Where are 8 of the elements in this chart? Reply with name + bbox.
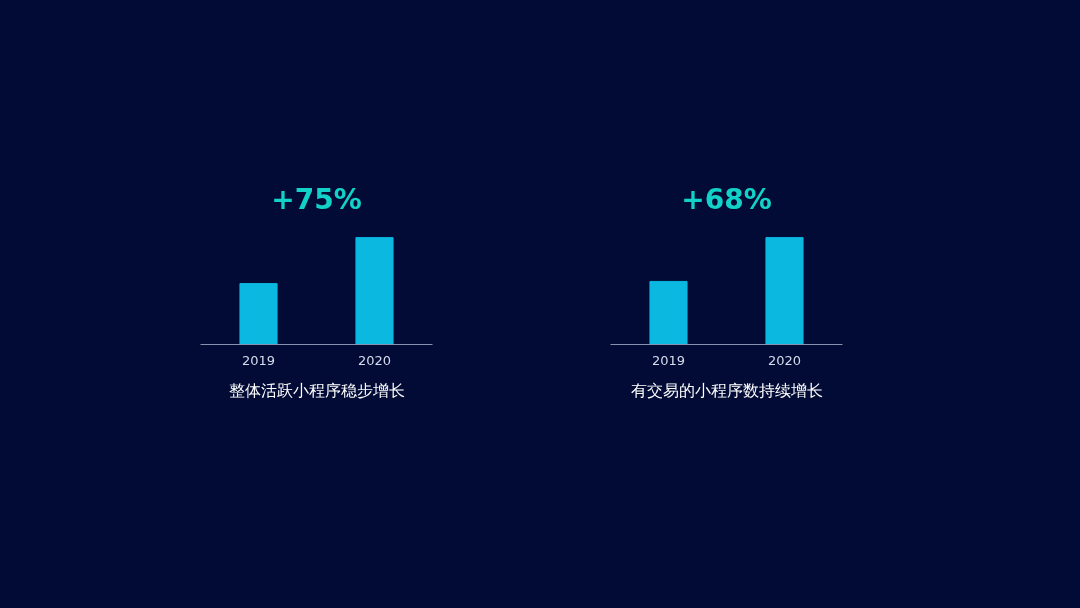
x-tick-label: 2019 [241, 352, 276, 368]
x-tick-label: 2020 [767, 352, 802, 368]
x-axis-title: 有交易的小程序数持续增长 [630, 381, 823, 399]
x-axis-title: 整体活跃小程序稳步增长 [228, 381, 405, 399]
chart-title: +68% [681, 182, 772, 216]
x-tick-label: 2019 [651, 352, 686, 368]
x-tick-label: 2020 [357, 352, 392, 368]
chart-title: +75% [271, 182, 362, 216]
